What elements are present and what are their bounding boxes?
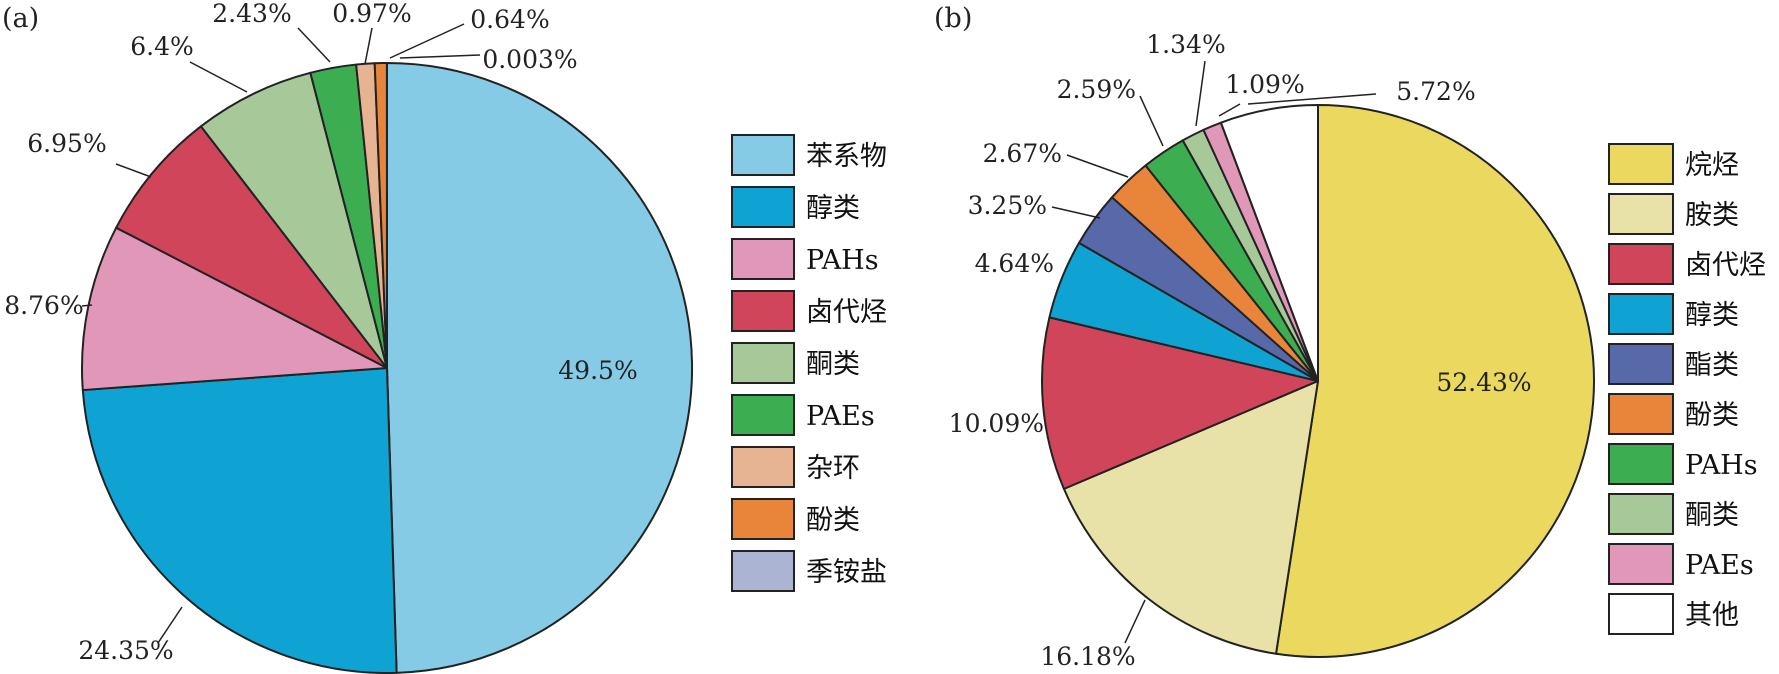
leader-line [81, 304, 93, 307]
data-label: 6.4% [130, 32, 194, 61]
leader-line [115, 163, 152, 178]
legend-swatch [1608, 143, 1674, 185]
data-label: 4.64% [975, 249, 1054, 278]
leader-line [1195, 60, 1206, 127]
legend-label: 酮类 [1685, 500, 1739, 531]
legend-swatch [731, 394, 795, 436]
legend-label: PAEs [1685, 550, 1754, 581]
leader-line [1124, 599, 1146, 644]
legend-swatch [1608, 593, 1674, 635]
data-label: 0.003% [482, 45, 577, 74]
legend-swatch [1608, 443, 1674, 485]
legend-label: 苯系物 [806, 141, 887, 172]
legend-swatch [731, 290, 795, 332]
legend-swatch [731, 550, 795, 592]
leader-line [364, 27, 373, 65]
data-label: 52.43% [1436, 368, 1531, 397]
leader-line [297, 27, 331, 63]
data-label: 3.25% [968, 191, 1047, 220]
legend-label: 杂环 [806, 453, 860, 484]
leader-line [189, 61, 248, 93]
legend-swatch [1608, 343, 1674, 385]
legend-label: 酚类 [806, 505, 860, 536]
pie-chart-b: (b) 52.43% 16.18% 10.09% 4.64% 3.25% 2.67% 2.59… [934, 3, 1766, 671]
leader-line [157, 606, 183, 644]
legend-label: 酮类 [806, 349, 860, 380]
leader-line [1066, 154, 1129, 178]
legend-swatch [1608, 543, 1674, 585]
legend-label: 胺类 [1685, 200, 1739, 231]
legend-label: 酚类 [1685, 400, 1739, 431]
leader-line [399, 54, 481, 59]
leader-line [1051, 206, 1101, 219]
pie-slice [1219, 104, 1319, 382]
leader-line [1139, 95, 1164, 147]
data-label: 6.95% [27, 129, 106, 158]
leader-line [389, 23, 465, 59]
legend-label: 烷烃 [1685, 150, 1739, 181]
pie-slice [115, 125, 388, 369]
data-label: 0.97% [332, 0, 411, 28]
legend-swatch [1608, 193, 1674, 235]
pie-slice [81, 367, 398, 674]
pie-slice [386, 62, 694, 674]
pie-chart-a: (a) 49.5% 24.35% 8.76% 6.95% 6.4% 2.43% 0.97% 0.… [2, 0, 887, 674]
data-label: 2.43% [212, 0, 291, 28]
panel-label: (b) [934, 3, 972, 34]
pie-slice [1062, 380, 1319, 655]
data-label: 24.35% [78, 636, 173, 665]
legend-label: PAHs [806, 245, 879, 276]
pie-slice [1041, 316, 1319, 490]
legend-swatch [1608, 493, 1674, 535]
legend-label: 其他 [1685, 600, 1739, 631]
panel-label: (a) [2, 3, 39, 34]
legend-swatch [731, 134, 795, 176]
legend-label: 季铵盐 [806, 557, 887, 588]
legend-label: 醇类 [806, 193, 860, 224]
legend-swatch [731, 238, 795, 280]
data-label: 2.67% [983, 139, 1062, 168]
leader-line [1218, 103, 1241, 117]
data-label: 1.09% [1225, 70, 1304, 99]
legend-label: 酯类 [1685, 350, 1739, 381]
data-label: 8.76% [4, 291, 83, 320]
data-label: 2.59% [1057, 75, 1136, 104]
pie-slice [1275, 104, 1595, 658]
legend-label: 醇类 [1685, 300, 1739, 331]
leader-line [1247, 93, 1377, 105]
legend-label: 卤代烃 [1685, 250, 1766, 281]
legend-label: PAEs [806, 401, 875, 432]
legend-swatch [731, 446, 795, 488]
legend-swatch [1608, 293, 1674, 335]
data-label: 0.64% [470, 5, 549, 34]
data-label: 16.18% [1040, 642, 1135, 671]
data-label: 49.5% [558, 356, 637, 385]
legend-swatch [1608, 243, 1674, 285]
data-label: 10.09% [949, 409, 1044, 438]
pie-slice [199, 71, 388, 369]
legend-swatch [731, 342, 795, 384]
legend-swatch [731, 186, 795, 228]
legend-label: PAHs [1685, 450, 1758, 481]
data-label: 5.72% [1396, 77, 1475, 106]
data-label: 1.34% [1146, 30, 1225, 59]
pie-slice [81, 226, 388, 392]
legend-label: 卤代烃 [806, 297, 887, 328]
legend-swatch [1608, 393, 1674, 435]
legend-swatch [731, 498, 795, 540]
